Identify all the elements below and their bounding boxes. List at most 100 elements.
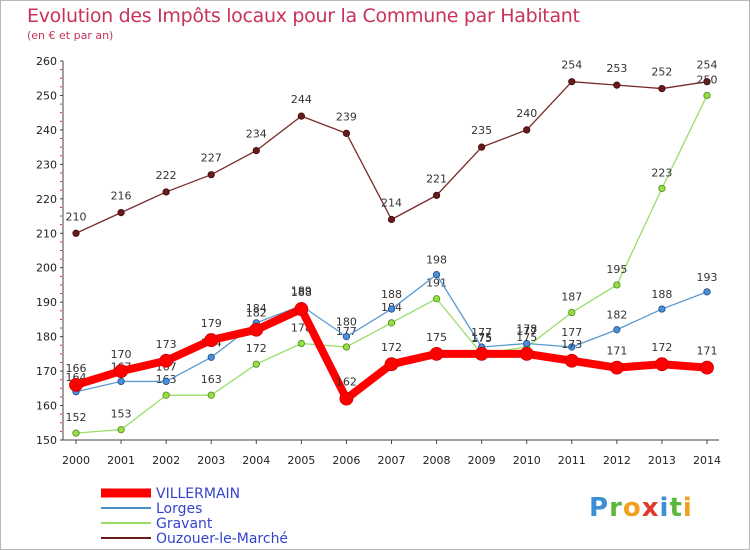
data-label: 166	[66, 362, 87, 375]
data-label: 182	[246, 307, 267, 320]
data-point	[432, 191, 441, 199]
data-label: 172	[246, 342, 267, 355]
data-label: 223	[651, 166, 672, 179]
data-label: 198	[426, 254, 447, 267]
data-point	[703, 288, 711, 296]
data-point	[387, 305, 396, 313]
legend-label: VILLERMAIN	[156, 486, 240, 502]
data-point	[297, 339, 305, 348]
x-tick-label: 2001	[107, 454, 135, 467]
logo-letter: i	[659, 493, 670, 523]
data-point	[162, 188, 170, 196]
data-label: 177	[561, 326, 582, 339]
data-label: 193	[697, 271, 718, 284]
x-tick-label: 2003	[197, 454, 225, 467]
x-tick-label: 2013	[648, 454, 676, 467]
data-label: 179	[201, 317, 222, 330]
logo-letter: r	[609, 493, 623, 523]
data-label: 216	[111, 190, 132, 203]
data-point	[658, 184, 666, 193]
data-point	[342, 333, 351, 341]
x-tick-label: 2008	[423, 454, 451, 467]
data-label: 170	[111, 348, 132, 361]
data-point	[523, 339, 531, 348]
y-tick-label: 260	[36, 55, 57, 68]
data-label: 222	[156, 169, 177, 182]
data-point	[207, 353, 215, 361]
data-label: 175	[471, 332, 492, 345]
data-label: 175	[426, 331, 447, 344]
logo-letter: i	[682, 493, 693, 523]
data-point	[474, 346, 489, 361]
data-label: 221	[426, 172, 447, 185]
data-label: 177	[336, 325, 357, 338]
data-point	[339, 391, 354, 406]
data-label: 182	[606, 309, 627, 322]
data-point	[523, 126, 531, 134]
data-point	[613, 281, 621, 289]
logo-letter: t	[669, 493, 683, 523]
y-tick-label: 150	[36, 434, 57, 447]
data-label: 171	[697, 345, 718, 358]
y-tick-label: 180	[36, 331, 57, 344]
data-label: 191	[426, 277, 447, 290]
data-point	[703, 91, 711, 100]
data-label: 210	[66, 210, 87, 223]
logo-letter: o	[622, 493, 642, 523]
data-point	[114, 364, 128, 378]
x-tick-label: 2005	[287, 454, 315, 467]
data-point	[613, 326, 621, 334]
x-tick-label: 2000	[62, 454, 90, 467]
y-tick-label: 230	[36, 158, 57, 171]
data-label: 171	[606, 345, 627, 358]
data-label: 173	[561, 338, 582, 351]
data-label: 235	[471, 124, 492, 137]
x-tick-label: 2004	[242, 454, 270, 467]
data-label: 254	[697, 59, 718, 72]
data-point	[204, 333, 219, 347]
series-line	[75, 81, 708, 234]
data-label: 180	[336, 316, 357, 329]
y-tick-label: 190	[36, 296, 57, 309]
y-tick-label: 240	[36, 124, 57, 137]
proxiti-logo: Proxiti	[589, 493, 693, 523]
data-point	[162, 391, 170, 399]
data-point	[564, 353, 579, 368]
data-label: 214	[381, 196, 402, 209]
data-point	[294, 302, 309, 316]
data-point	[700, 360, 714, 375]
data-point	[297, 112, 305, 120]
data-label: 177	[471, 326, 492, 339]
data-point	[432, 295, 441, 303]
data-point	[519, 346, 534, 361]
data-label: 173	[156, 338, 177, 351]
data-label: 244	[291, 93, 312, 106]
data-point	[432, 271, 441, 279]
x-tick-label: 2006	[332, 454, 360, 467]
data-point	[658, 84, 666, 93]
data-point	[658, 305, 666, 313]
data-point	[568, 78, 576, 86]
data-label: 184	[246, 302, 267, 315]
y-tick-label: 200	[36, 262, 57, 275]
data-point	[478, 143, 486, 151]
data-point	[252, 146, 260, 155]
data-point	[207, 171, 215, 179]
data-point	[162, 377, 170, 386]
y-tick-label: 170	[36, 365, 57, 378]
data-label: 175	[471, 331, 492, 344]
data-label: 240	[516, 107, 537, 120]
data-point	[159, 353, 174, 368]
data-label: 227	[201, 152, 222, 165]
legend-label: Lorges	[156, 501, 202, 517]
data-point	[207, 391, 215, 399]
data-label: 163	[201, 373, 222, 386]
data-label: 188	[381, 288, 402, 301]
y-tick-label: 250	[36, 89, 57, 102]
data-label: 172	[381, 341, 402, 354]
data-label: 188	[651, 288, 672, 301]
data-label: 254	[561, 59, 582, 72]
data-label: 162	[336, 376, 357, 389]
data-point	[384, 357, 399, 372]
